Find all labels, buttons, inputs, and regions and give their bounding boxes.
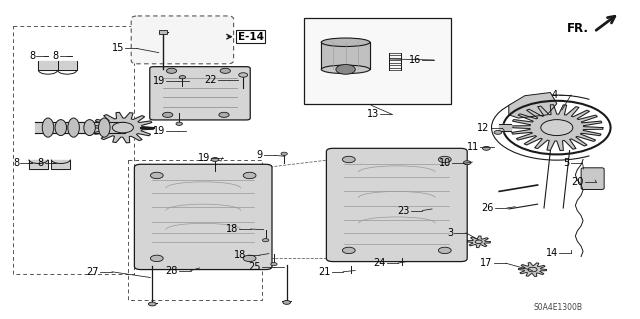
Circle shape	[239, 73, 248, 77]
Text: 3: 3	[447, 228, 453, 238]
Ellipse shape	[42, 118, 54, 137]
Text: 16: 16	[409, 55, 421, 65]
Circle shape	[150, 255, 163, 262]
Text: 18: 18	[234, 250, 246, 260]
Text: 24: 24	[373, 258, 385, 268]
Circle shape	[541, 120, 573, 136]
Text: S0A4E1300B: S0A4E1300B	[534, 303, 582, 312]
Circle shape	[148, 302, 156, 306]
FancyBboxPatch shape	[134, 164, 272, 270]
Polygon shape	[92, 112, 154, 143]
Ellipse shape	[68, 118, 79, 137]
Text: 22: 22	[204, 75, 216, 85]
Text: E-14: E-14	[238, 32, 264, 42]
Circle shape	[483, 146, 490, 150]
Text: FR.: FR.	[567, 22, 589, 35]
Circle shape	[113, 122, 134, 133]
FancyBboxPatch shape	[131, 16, 234, 64]
FancyBboxPatch shape	[581, 168, 604, 189]
Text: 23: 23	[397, 205, 410, 216]
Polygon shape	[38, 61, 58, 70]
Text: 15: 15	[112, 43, 124, 54]
Text: 10: 10	[439, 158, 451, 168]
Text: 19: 19	[153, 76, 165, 86]
Text: 21: 21	[318, 267, 330, 277]
Text: 5: 5	[563, 158, 570, 168]
Text: 13: 13	[367, 109, 379, 119]
Text: 8: 8	[29, 51, 35, 61]
Polygon shape	[58, 61, 77, 70]
Circle shape	[542, 120, 572, 135]
Polygon shape	[51, 160, 70, 169]
Bar	[13, 26, 134, 274]
Circle shape	[262, 239, 269, 242]
Polygon shape	[511, 105, 603, 151]
Text: 26: 26	[482, 203, 494, 213]
Text: 25: 25	[248, 262, 261, 272]
Text: 8: 8	[13, 158, 19, 168]
Ellipse shape	[99, 118, 110, 137]
Circle shape	[243, 255, 256, 262]
Circle shape	[179, 76, 186, 79]
Polygon shape	[509, 93, 557, 118]
Circle shape	[336, 64, 355, 74]
Circle shape	[438, 156, 451, 163]
Circle shape	[281, 152, 287, 155]
Circle shape	[463, 161, 471, 165]
Circle shape	[528, 267, 537, 272]
Ellipse shape	[84, 120, 95, 136]
Circle shape	[166, 68, 177, 73]
Circle shape	[342, 156, 355, 163]
Circle shape	[220, 68, 230, 73]
Circle shape	[494, 130, 502, 134]
Circle shape	[150, 172, 163, 179]
Text: 27: 27	[86, 267, 99, 277]
Polygon shape	[467, 236, 490, 248]
Text: 8: 8	[37, 158, 44, 168]
Circle shape	[163, 112, 173, 117]
Circle shape	[211, 158, 219, 161]
Text: 19: 19	[198, 152, 210, 163]
Ellipse shape	[321, 38, 370, 47]
Circle shape	[219, 112, 229, 117]
Text: 18: 18	[226, 224, 238, 234]
Ellipse shape	[321, 65, 370, 74]
FancyBboxPatch shape	[159, 30, 167, 34]
Text: 20: 20	[572, 177, 584, 188]
Text: 8: 8	[52, 51, 59, 61]
Ellipse shape	[55, 120, 67, 136]
Text: 14: 14	[546, 248, 558, 258]
Circle shape	[243, 172, 256, 179]
Text: 28: 28	[166, 265, 178, 276]
Polygon shape	[29, 160, 48, 169]
Text: 9: 9	[256, 150, 262, 160]
Polygon shape	[518, 263, 547, 277]
Text: 4: 4	[552, 90, 558, 100]
Text: 11: 11	[467, 142, 479, 152]
Circle shape	[283, 300, 291, 304]
Bar	[128, 160, 262, 300]
Text: 19: 19	[153, 126, 165, 137]
Text: 12: 12	[477, 123, 490, 133]
Circle shape	[476, 240, 483, 244]
FancyBboxPatch shape	[326, 148, 467, 262]
FancyBboxPatch shape	[150, 67, 250, 120]
Circle shape	[176, 122, 182, 125]
Circle shape	[271, 263, 277, 266]
Circle shape	[438, 247, 451, 254]
Bar	[304, 18, 451, 104]
Text: 17: 17	[481, 258, 493, 268]
Circle shape	[342, 247, 355, 254]
